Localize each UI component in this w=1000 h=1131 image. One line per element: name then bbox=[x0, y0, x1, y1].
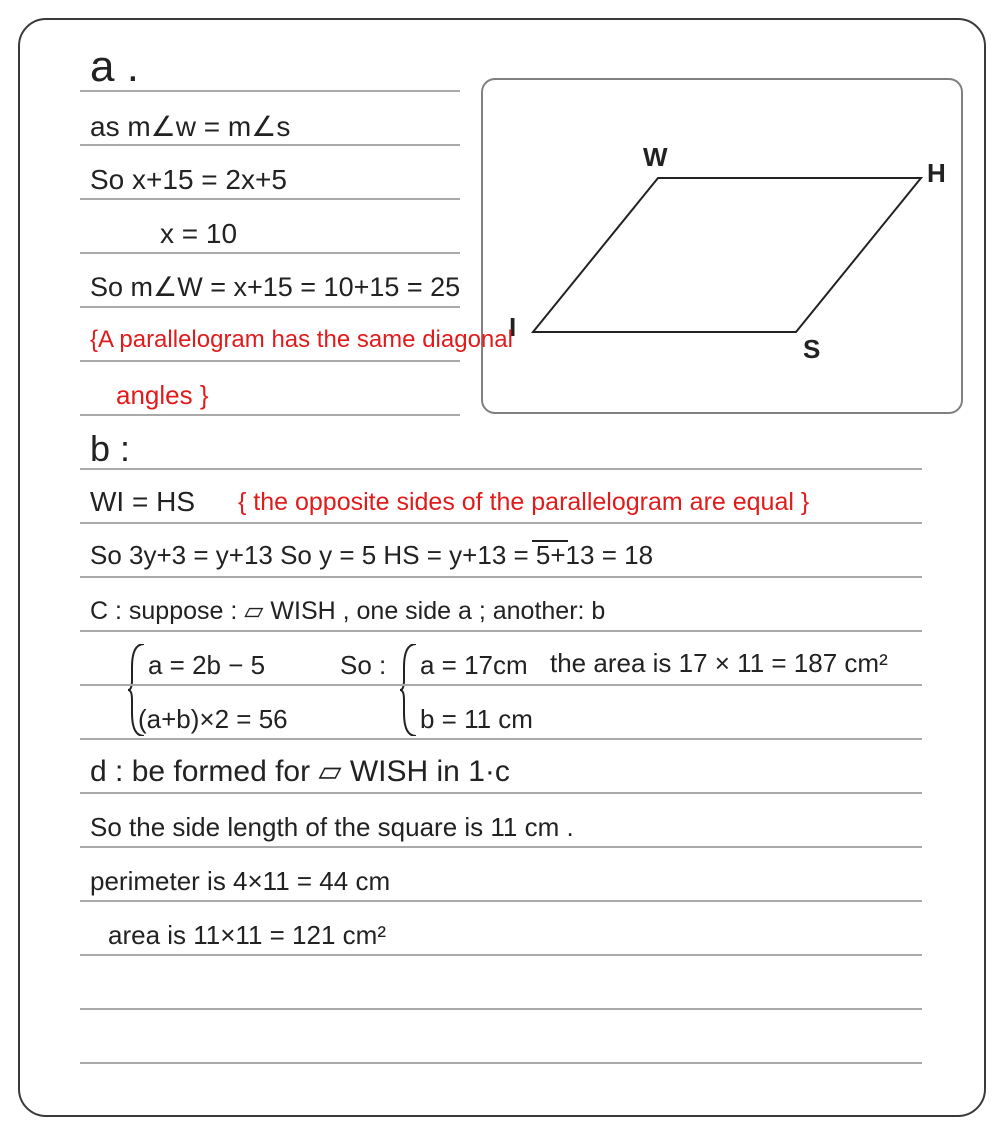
text-c2_so: So : bbox=[340, 650, 386, 681]
text-d_title: d : be formed for ▱ WISH in 1·c bbox=[90, 754, 510, 789]
vertex-W: W bbox=[643, 142, 668, 173]
parallelogram-shape bbox=[533, 178, 921, 332]
rule-line bbox=[80, 846, 922, 848]
rule-line bbox=[80, 522, 922, 524]
text-c2c: the area is 17 × 11 = 187 cm² bbox=[550, 648, 888, 679]
rule-line bbox=[80, 360, 460, 362]
parallelogram-figure: W H S I bbox=[481, 78, 963, 414]
text-a4: So m∠W = x+15 = 10+15 = 25 bbox=[90, 272, 460, 303]
parallelogram-svg bbox=[483, 80, 961, 412]
rule-line bbox=[80, 414, 460, 416]
rule-line bbox=[80, 252, 460, 254]
text-b1_a: WI = HS bbox=[90, 486, 195, 518]
rule-line bbox=[80, 900, 922, 902]
rule-line bbox=[80, 630, 922, 632]
rule-line bbox=[80, 792, 922, 794]
rule-line bbox=[80, 306, 460, 308]
vertex-S: S bbox=[803, 334, 820, 365]
text-d2: So the side length of the square is 11 c… bbox=[90, 812, 574, 843]
text-c2b: a = 17cm bbox=[420, 650, 528, 681]
text-b_title: b : bbox=[90, 428, 130, 470]
text-b2: So 3y+3 = y+13 So y = 5 HS = y+13 = 5+13… bbox=[90, 540, 653, 571]
rule-line bbox=[80, 1008, 922, 1010]
text-d3: perimeter is 4×11 = 44 cm bbox=[90, 866, 390, 897]
text-d4: area is 11×11 = 121 cm² bbox=[108, 920, 386, 951]
page: W H S I a . as m∠w = m∠s So x+15 = 2x+5 x =… bbox=[0, 0, 1000, 1131]
text-c3a: (a+b)×2 = 56 bbox=[138, 704, 288, 735]
text-a3: x = 10 bbox=[160, 218, 237, 250]
text-a_note2: angles } bbox=[116, 380, 209, 411]
vertex-H: H bbox=[927, 158, 946, 189]
rule-line bbox=[80, 1062, 922, 1064]
text-a1: as m∠w = m∠s bbox=[90, 110, 290, 143]
brace-left-2 bbox=[400, 644, 420, 736]
rule-line bbox=[80, 738, 922, 740]
worksheet-sheet: W H S I a . as m∠w = m∠s So x+15 = 2x+5 x =… bbox=[18, 18, 986, 1117]
rule-line bbox=[80, 468, 922, 470]
text-c2a: a = 2b − 5 bbox=[148, 650, 265, 681]
rule-line bbox=[80, 198, 460, 200]
rule-line bbox=[80, 684, 922, 686]
text-c_title: C : suppose : ▱ WISH , one side a ; anot… bbox=[90, 596, 605, 626]
text-a2: So x+15 = 2x+5 bbox=[90, 164, 287, 196]
text-a_title: a . bbox=[90, 42, 139, 92]
text-a_note1: {A parallelogram has the same diagonal bbox=[90, 326, 513, 354]
text-b1_b: { the opposite sides of the parallelogra… bbox=[238, 488, 809, 517]
text-c3b: b = 11 cm bbox=[420, 704, 533, 735]
rule-line bbox=[80, 576, 922, 578]
rule-line bbox=[80, 144, 460, 146]
rule-line bbox=[80, 954, 922, 956]
